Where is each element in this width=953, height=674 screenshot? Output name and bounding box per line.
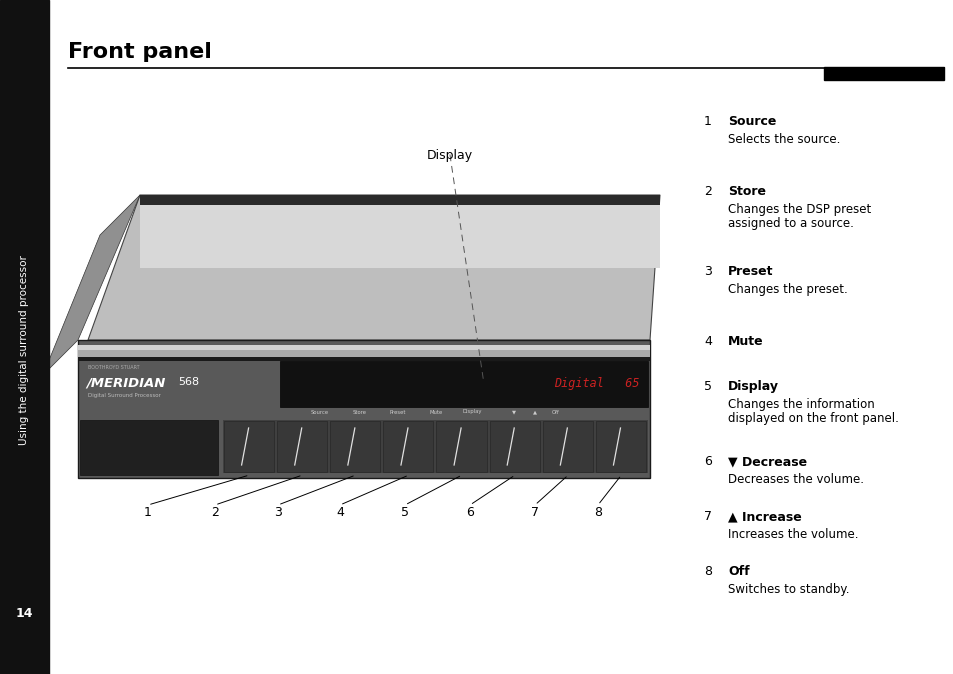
Bar [276,421,327,472]
Bar [823,67,943,80]
Text: Changes the information: Changes the information [727,398,874,411]
Text: 6: 6 [466,506,474,520]
Text: 5: 5 [703,380,711,393]
Text: Selects the source.: Selects the source. [727,133,840,146]
Text: Preset: Preset [727,265,773,278]
Bar [0,0,49,674]
Text: ▼: ▼ [512,410,516,415]
Text: Preset: Preset [390,410,406,415]
Text: Increases the volume.: Increases the volume. [727,528,858,541]
Text: Display: Display [427,148,473,162]
Bar [542,421,592,472]
Text: Front panel: Front panel [68,42,212,62]
Polygon shape [43,195,140,375]
Bar [330,421,380,472]
Polygon shape [88,195,659,340]
Text: 3: 3 [703,265,711,278]
Text: displayed on the front panel.: displayed on the front panel. [727,412,898,425]
Text: 14: 14 [16,607,33,620]
Text: ▲ Increase: ▲ Increase [727,510,801,523]
Text: Store: Store [727,185,765,198]
Text: 568: 568 [178,377,199,387]
Bar [436,421,486,472]
Text: Off: Off [727,565,749,578]
Bar [223,420,647,473]
Polygon shape [140,195,659,205]
Text: Mute: Mute [727,335,762,348]
Bar [80,420,218,475]
Text: Changes the preset.: Changes the preset. [727,283,847,296]
Text: Off: Off [552,410,559,415]
Text: ▼ Decrease: ▼ Decrease [727,455,806,468]
Text: Source: Source [311,410,329,415]
Text: Switches to standby.: Switches to standby. [727,583,848,596]
Bar [489,421,539,472]
Text: Changes the DSP preset: Changes the DSP preset [727,203,870,216]
Text: Store: Store [353,410,367,415]
Text: Using the digital surround processor: Using the digital surround processor [19,255,30,446]
Text: /MERIDIAN: /MERIDIAN [86,377,165,390]
Text: 7: 7 [531,506,538,520]
Bar [78,340,649,478]
Text: Mute: Mute [429,410,442,415]
Text: Digital Surround Processor: Digital Surround Processor [88,393,161,398]
Text: 2: 2 [703,185,711,198]
Text: Digital   65: Digital 65 [554,377,639,390]
Text: ▲: ▲ [533,410,537,415]
Text: 4: 4 [703,335,711,348]
Text: 8: 8 [594,506,601,520]
Text: 4: 4 [335,506,344,520]
Text: assigned to a source.: assigned to a source. [727,217,853,230]
Text: Source: Source [727,115,776,128]
Text: Decreases the volume.: Decreases the volume. [727,473,863,486]
Text: 3: 3 [274,506,282,520]
Text: BOOTHROYD STUART: BOOTHROYD STUART [88,365,139,370]
Polygon shape [140,195,659,268]
Text: Display: Display [727,380,779,393]
Bar [78,345,649,357]
Bar [78,357,649,361]
Bar [383,421,433,472]
Bar [280,361,647,407]
Text: 1: 1 [703,115,711,128]
Text: 8: 8 [703,565,711,578]
Text: 7: 7 [703,510,711,523]
Text: 1: 1 [144,506,152,520]
Text: 2: 2 [211,506,218,520]
Bar [78,345,649,350]
Bar [596,421,645,472]
Text: 6: 6 [703,455,711,468]
Bar [224,421,274,472]
Text: Display: Display [462,410,481,415]
Text: 5: 5 [400,506,409,520]
